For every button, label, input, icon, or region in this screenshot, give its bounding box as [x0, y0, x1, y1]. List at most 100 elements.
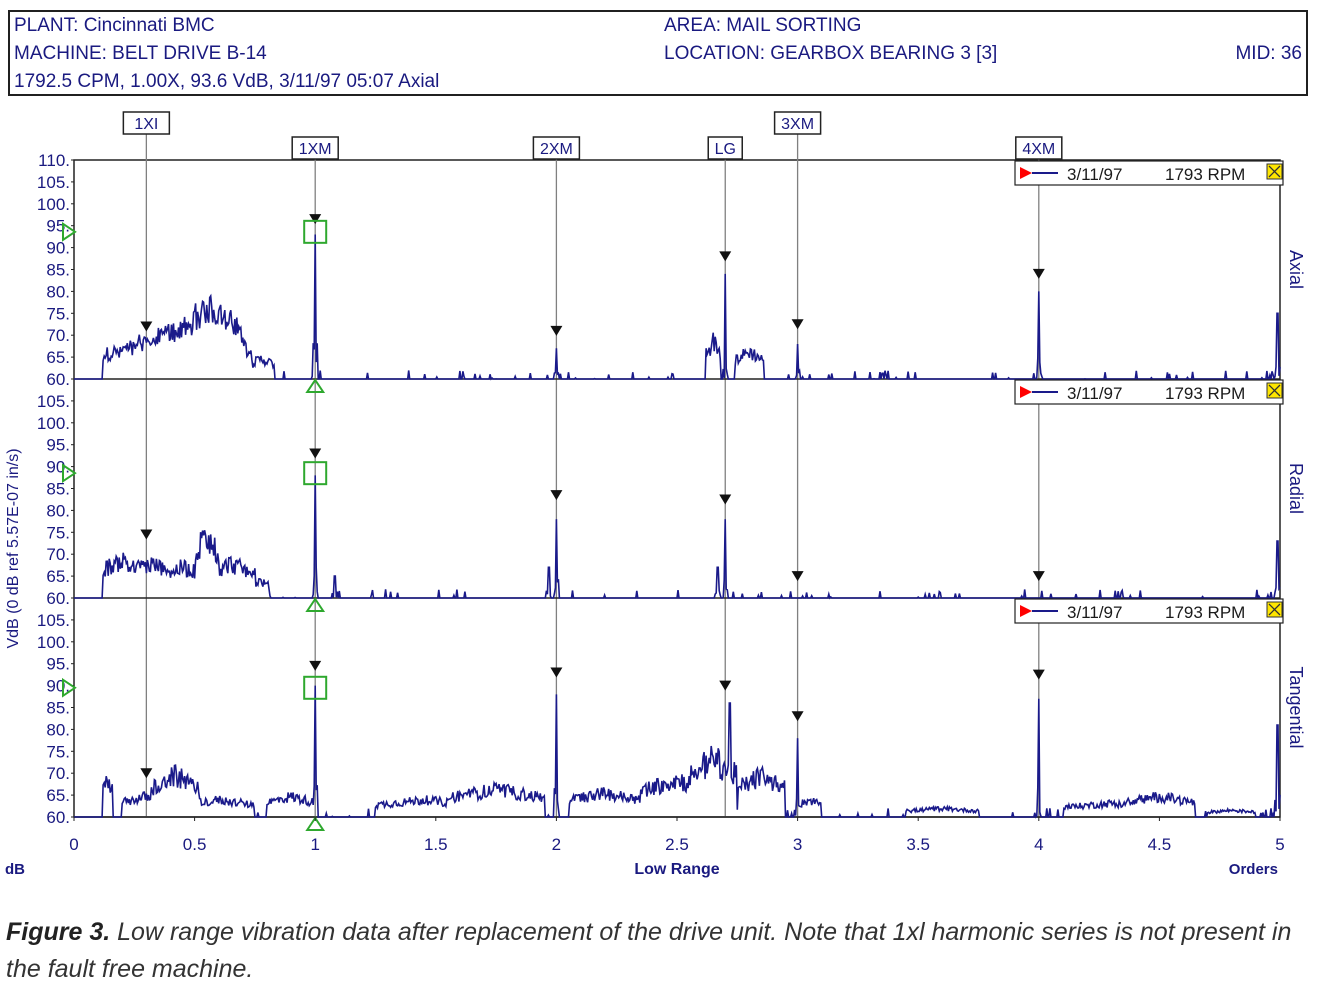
y-tick-label: 95.	[46, 655, 70, 674]
y-tick-label: 65.	[46, 567, 70, 586]
reference-peak-box	[303, 219, 328, 244]
y-tick-label: 70.	[46, 545, 70, 564]
y-tick-label: 90.	[46, 458, 70, 477]
peak-marker-triangle	[1032, 571, 1045, 582]
order-marker-label: 3XM	[781, 116, 814, 133]
plant-label: PLANT: Cincinnati BMC	[14, 15, 215, 36]
peak-marker-triangle	[791, 319, 804, 330]
peak-marker-triangle	[550, 667, 563, 678]
x-tick-label: 1	[310, 835, 319, 854]
x-tick-label: 0	[69, 835, 78, 854]
legend-rpm: 1793 RPM	[1165, 603, 1245, 622]
peak-marker-triangle	[1032, 268, 1045, 279]
legend-box	[1014, 160, 1284, 186]
order-marker-box	[773, 111, 822, 135]
legend-box	[1014, 598, 1284, 624]
y-tick-label: 105.	[37, 392, 70, 411]
spectrum-trace-radial	[74, 475, 1281, 601]
order-marker-box	[1015, 136, 1063, 160]
order-marker-box	[532, 136, 581, 160]
legend-flag-icon	[1020, 386, 1032, 398]
reference-peak-box	[303, 461, 328, 486]
legend-rpm: 1793 RPM	[1165, 384, 1245, 403]
x-tick-label: 2.5	[665, 835, 689, 854]
y-tick-label: 65.	[46, 348, 70, 367]
area-label: AREA: MAIL SORTING	[664, 15, 862, 36]
y-tick-label: 70.	[46, 326, 70, 345]
x-tick-label: 0.5	[183, 835, 207, 854]
y-tick-label: 85.	[46, 261, 70, 280]
peak-marker-triangle	[1032, 669, 1045, 680]
peak-marker-triangle	[719, 251, 732, 262]
peak-marker-triangle	[309, 214, 322, 225]
order-marker-box	[291, 136, 339, 160]
legend-date: 3/11/97	[1067, 384, 1122, 403]
y-tick-label: 65.	[46, 786, 70, 805]
order-marker-box	[707, 136, 743, 160]
x-unit-right-label: Orders	[1229, 861, 1278, 878]
y-tick-label: 100.	[37, 633, 70, 652]
panel-name-axial: Axial	[1286, 250, 1306, 289]
legend-flag-icon	[1020, 167, 1032, 179]
peak-marker-triangle	[140, 529, 153, 540]
y-tick-label: 95.	[46, 436, 70, 455]
measurement-label: 1792.5 CPM, 1.00X, 93.6 VdB, 3/11/97 05:…	[14, 71, 440, 92]
peak-marker-triangle	[791, 571, 804, 582]
peak-marker-triangle	[309, 448, 322, 459]
peak-marker-triangle	[719, 494, 732, 505]
caption-text: Low range vibration data after replaceme…	[6, 918, 1292, 983]
order-marker-label: 1XM	[299, 141, 332, 158]
y-axis-label: VdB (0 dB ref 5.57E-07 in/s)	[5, 448, 22, 648]
y-tick-label: 85.	[46, 480, 70, 499]
y-tick-label: 90.	[46, 239, 70, 258]
legend-close-x	[1268, 603, 1281, 616]
order-marker-label: LG	[715, 141, 736, 158]
legend-close-x	[1268, 384, 1281, 397]
peak-marker-triangle	[309, 660, 322, 671]
y-tick-label: 80.	[46, 501, 70, 520]
order-marker-label: 2XM	[540, 141, 573, 158]
legend-flag-icon	[1020, 605, 1032, 617]
mid-label: MID: 36	[1235, 43, 1302, 64]
frequency-cursor-triangle	[305, 597, 326, 612]
x-tick-label: 2	[552, 835, 561, 854]
order-marker-box	[122, 111, 171, 135]
order-marker-label: 4XM	[1022, 141, 1055, 158]
legend-box	[1014, 379, 1284, 405]
y-tick-label: 85.	[46, 699, 70, 718]
legend-date: 3/11/97	[1067, 603, 1122, 622]
peak-marker-triangle	[550, 325, 563, 336]
frequency-cursor-triangle	[305, 378, 326, 393]
y-tick-label: 95.	[46, 217, 70, 236]
y-tick-label: 100.	[37, 414, 70, 433]
level-cursor-triangle	[62, 677, 77, 698]
panel-name-tangential: Tangential	[1286, 666, 1306, 748]
legend-rpm: 1793 RPM	[1165, 165, 1245, 184]
peak-marker-triangle	[791, 711, 804, 722]
y-tick-label: 80.	[46, 282, 70, 301]
spectrum-trace-axial	[74, 234, 1281, 382]
frequency-cursor-triangle	[305, 816, 326, 831]
peak-marker-triangle	[140, 768, 153, 779]
peak-marker-triangle	[719, 680, 732, 691]
vibration-spectrum-chart: 1XI 1XM 2XM LG 3XM 4XM 110. 105. 100. 95. 90. 85. 80…	[5, 111, 1306, 878]
y-tick-label: 75.	[46, 523, 70, 542]
x-tick-label: 3	[793, 835, 802, 854]
legend-date: 3/11/97	[1067, 165, 1122, 184]
location-label: LOCATION: GEARBOX BEARING 3 [3]	[664, 43, 998, 64]
peak-marker-triangle	[550, 490, 563, 501]
spectrum-trace-tangential	[74, 685, 1281, 819]
plot-frame	[73, 159, 1281, 818]
x-unit-left-label: dB	[5, 861, 25, 878]
y-tick-label: 60.	[46, 589, 70, 608]
machine-label: MACHINE: BELT DRIVE B-14	[14, 43, 267, 64]
level-cursor-triangle	[62, 463, 77, 484]
x-axis-label: Low Range	[634, 861, 719, 878]
y-tick-label: 75.	[46, 304, 70, 323]
y-tick-label: 70.	[46, 764, 70, 783]
y-tick-label: 60.	[46, 808, 70, 827]
x-tick-label: 5	[1275, 835, 1284, 854]
peak-marker-triangle	[140, 321, 153, 332]
y-tick-label: 100.	[37, 195, 70, 214]
y-tick-label: 105.	[37, 173, 70, 192]
